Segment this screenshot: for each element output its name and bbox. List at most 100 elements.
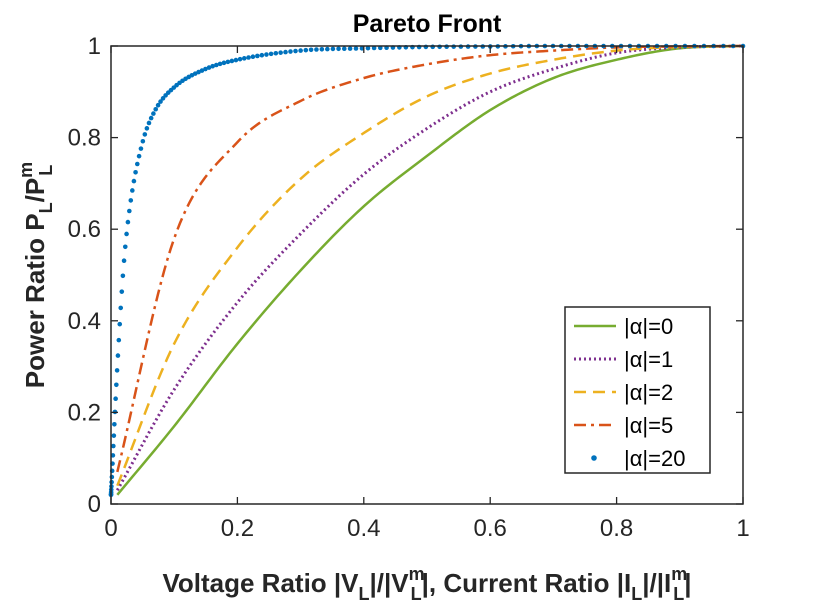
y-tick-label: 1 xyxy=(88,33,101,60)
data-point xyxy=(255,53,260,59)
data-point xyxy=(114,368,120,373)
x-label-sup: m xyxy=(671,564,687,584)
x-axis-label: Voltage Ratio |VL|/|Vm L|, Current Ratio … xyxy=(162,564,691,604)
data-point xyxy=(278,50,283,55)
data-point xyxy=(119,289,125,294)
data-point xyxy=(233,57,239,63)
data-point xyxy=(112,421,117,427)
data-point xyxy=(133,169,138,175)
data-point xyxy=(250,54,256,59)
data-point xyxy=(221,60,227,66)
data-point xyxy=(283,49,288,55)
data-point xyxy=(140,138,146,144)
x-label-sup: m xyxy=(409,564,425,584)
data-point xyxy=(125,219,131,225)
data-point xyxy=(246,55,251,60)
data-point xyxy=(264,52,269,57)
data-point xyxy=(241,56,247,61)
legend-items: |α|=0 |α|=1 |α|=2 |α|=5 |α|=20 xyxy=(574,314,685,471)
y-tick-label: 0.4 xyxy=(68,308,101,335)
legend-label: |α|=5 xyxy=(624,413,673,438)
data-point xyxy=(325,46,330,52)
x-label-part: | xyxy=(684,568,691,598)
data-point xyxy=(144,126,150,131)
data-point xyxy=(365,45,371,51)
data-point xyxy=(120,273,126,279)
data-point xyxy=(111,443,116,449)
x-tick-label: 0.2 xyxy=(221,515,254,542)
data-point xyxy=(114,382,119,388)
x-label-part: |/|I xyxy=(642,568,671,598)
data-point xyxy=(225,59,231,65)
series-line-alpha-0 xyxy=(116,44,744,496)
data-point xyxy=(206,65,212,70)
y-label-part: /P xyxy=(20,178,50,203)
y-label-sub: L xyxy=(36,202,56,213)
ticks-layer: 0 0.2 0.4 0.6 0.8 1 0 0.2 0.4 0.6 0.8 1 xyxy=(68,33,750,542)
data-point xyxy=(293,48,298,54)
x-tick-label: 0.4 xyxy=(347,515,380,542)
data-point xyxy=(288,49,293,54)
data-point xyxy=(116,337,122,343)
data-point xyxy=(330,46,336,52)
x-tick-label: 1 xyxy=(736,515,749,542)
y-label-part: Power Ratio P xyxy=(20,213,50,388)
data-point xyxy=(347,46,353,51)
data-point xyxy=(259,52,265,58)
data-point xyxy=(115,353,121,358)
data-point xyxy=(303,47,309,53)
legend-swatch xyxy=(591,455,597,461)
x-label-part: Voltage Ratio |V xyxy=(162,568,359,598)
series-line-alpha-1 xyxy=(116,44,744,491)
data-point xyxy=(130,188,135,193)
data-point xyxy=(136,153,142,159)
data-point xyxy=(437,44,442,50)
data-point xyxy=(122,244,128,250)
data-point xyxy=(153,106,159,112)
axes-box xyxy=(110,45,744,505)
y-axis-label: Power Ratio PL/PmL xyxy=(16,162,56,388)
data-point xyxy=(142,132,148,137)
data-point xyxy=(319,46,325,52)
legend: |α|=0 |α|=1 |α|=2 |α|=5 |α|=20 xyxy=(564,306,711,474)
y-tick-label: 0.2 xyxy=(68,399,101,426)
data-point xyxy=(127,208,132,214)
data-point xyxy=(273,50,279,56)
x-tick-label: 0.8 xyxy=(600,515,633,542)
data-point xyxy=(111,433,117,438)
data-point xyxy=(314,47,319,52)
x-label-sub: L xyxy=(631,584,642,604)
data-point xyxy=(237,56,243,62)
data-point xyxy=(217,61,223,67)
data-point xyxy=(214,62,219,68)
data-point xyxy=(110,453,116,458)
x-label-part: |/|V xyxy=(370,568,410,598)
x-label-sub: L xyxy=(673,584,684,604)
data-point xyxy=(151,111,156,116)
data-point xyxy=(203,66,208,72)
data-point xyxy=(298,48,303,53)
data-point xyxy=(121,258,127,264)
data-point xyxy=(113,396,118,401)
legend-box xyxy=(564,306,711,474)
x-label-sub: L xyxy=(411,584,422,604)
data-point xyxy=(199,68,205,73)
y-tick-label: 0 xyxy=(88,491,101,518)
data-point xyxy=(158,99,163,104)
y-label-sub: L xyxy=(36,165,56,176)
data-point xyxy=(118,305,124,311)
legend-label: |α|=2 xyxy=(624,380,673,405)
series-line-alpha-2 xyxy=(116,44,744,487)
data-point xyxy=(148,115,154,121)
x-tick-label: 0.6 xyxy=(474,515,507,542)
data-point xyxy=(138,146,144,151)
y-tick-label: 0.6 xyxy=(68,216,101,243)
data-point xyxy=(371,45,377,51)
data-point xyxy=(128,198,134,203)
data-point xyxy=(117,321,123,327)
data-point xyxy=(229,58,235,64)
legend-label: |α|=0 xyxy=(624,314,673,339)
data-point xyxy=(359,46,365,51)
data-point xyxy=(268,51,274,57)
